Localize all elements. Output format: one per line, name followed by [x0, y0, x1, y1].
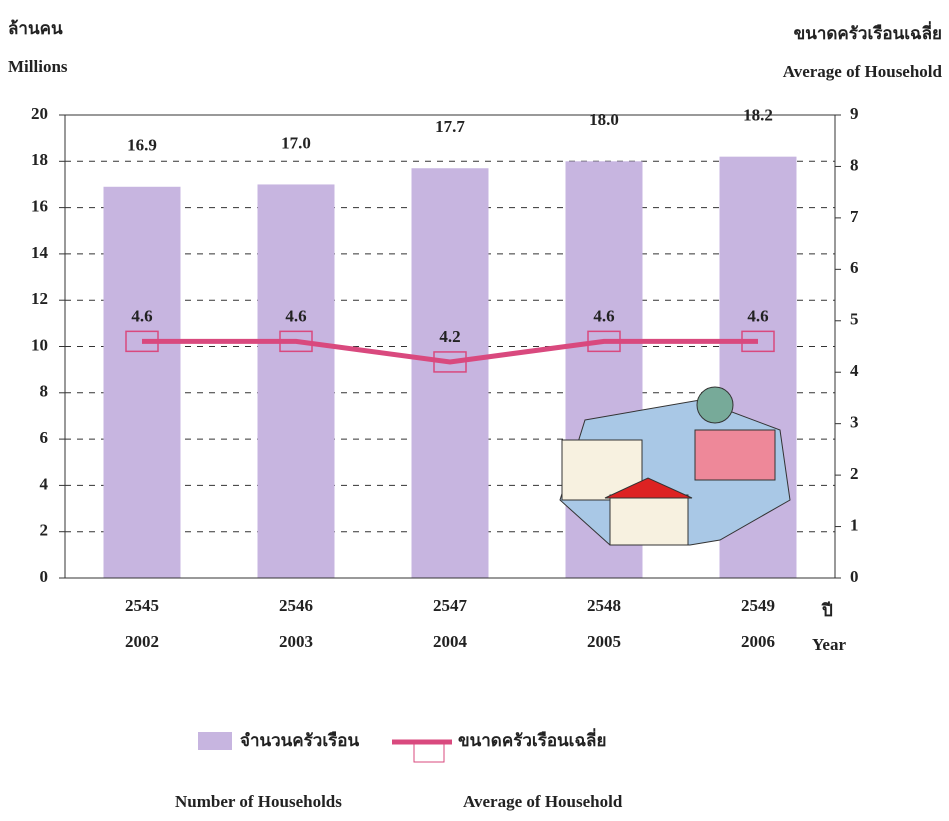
y2-tick-label: 0	[850, 567, 859, 586]
bar-value-label: 17.7	[435, 117, 465, 136]
bar	[257, 184, 335, 578]
y2-tick-label: 2	[850, 464, 859, 483]
x-tick-label: 2005	[587, 632, 621, 651]
line-value-label: 4.6	[747, 306, 768, 325]
legend-label: จำนวนครัวเรือน	[240, 730, 359, 750]
line-value-label: 4.2	[439, 327, 460, 346]
y-tick-label: 16	[31, 197, 48, 216]
legend-label: Average of Household	[463, 792, 623, 811]
y2-tick-label: 8	[850, 155, 859, 174]
legend-swatch	[413, 743, 445, 763]
line-marker	[279, 330, 313, 353]
x-tick-label: 2548	[587, 596, 621, 615]
plot-frame	[64, 114, 836, 579]
line-marker	[433, 351, 467, 373]
y2-axis-label: Average of Household	[783, 62, 943, 81]
y-tick-label: 4	[40, 474, 49, 493]
y-tick-label: 14	[31, 243, 49, 262]
y-tick-label: 12	[31, 289, 48, 308]
x-tick-label: 2004	[433, 632, 468, 651]
legend-swatch	[198, 732, 232, 750]
y2-tick-label: 7	[850, 207, 859, 226]
y-tick-label: 8	[40, 382, 49, 401]
bar-value-label: 16.9	[127, 136, 157, 155]
x-tick-label: 2546	[279, 596, 313, 615]
line-value-label: 4.6	[285, 306, 306, 325]
bar	[411, 168, 489, 578]
y-tick-label: 6	[40, 428, 49, 447]
illustration-house	[694, 429, 776, 481]
y-tick-label: 0	[40, 567, 49, 586]
y-axis-label: ล้านคน	[8, 19, 63, 38]
y2-tick-label: 5	[850, 310, 859, 329]
y2-tick-label: 1	[850, 515, 859, 534]
bar-value-label: 18.2	[743, 106, 773, 125]
bar-value-label: 17.0	[281, 133, 311, 152]
illustration-house	[609, 494, 689, 546]
line-value-label: 4.6	[593, 306, 614, 325]
y2-axis-label: ขนาดครัวเรือนเฉลี่ย	[794, 21, 942, 43]
x-tick-label: 2003	[279, 632, 313, 651]
y-tick-label: 20	[31, 104, 48, 123]
line-marker	[587, 330, 621, 353]
x-axis-label: ปี	[821, 600, 833, 620]
legend-label: ขนาดครัวเรือนเฉลี่ย	[458, 728, 606, 750]
bar-value-label: 18.0	[589, 110, 619, 129]
line-marker	[741, 330, 775, 353]
y2-tick-label: 6	[850, 258, 859, 277]
line-value-label: 4.6	[131, 306, 152, 325]
y-tick-label: 10	[31, 335, 48, 354]
bar	[103, 186, 181, 578]
x-tick-label: 2006	[741, 632, 775, 651]
y2-tick-label: 3	[850, 413, 859, 432]
y2-tick-label: 9	[850, 104, 859, 123]
x-tick-label: 2549	[741, 596, 775, 615]
y-tick-label: 18	[31, 150, 48, 169]
x-axis-label: Year	[812, 635, 846, 654]
x-tick-label: 2545	[125, 596, 159, 615]
illustration-roof	[604, 477, 693, 499]
illustration-tree	[696, 386, 734, 424]
x-tick-label: 2547	[433, 596, 468, 615]
illustration	[559, 386, 791, 546]
y-tick-label: 2	[40, 521, 49, 540]
legend-label: Number of Households	[175, 792, 342, 811]
y2-tick-label: 4	[850, 361, 859, 380]
y-axis-label: Millions	[8, 57, 68, 76]
line	[142, 338, 758, 365]
line-marker	[125, 330, 159, 353]
x-tick-label: 2002	[125, 632, 159, 651]
